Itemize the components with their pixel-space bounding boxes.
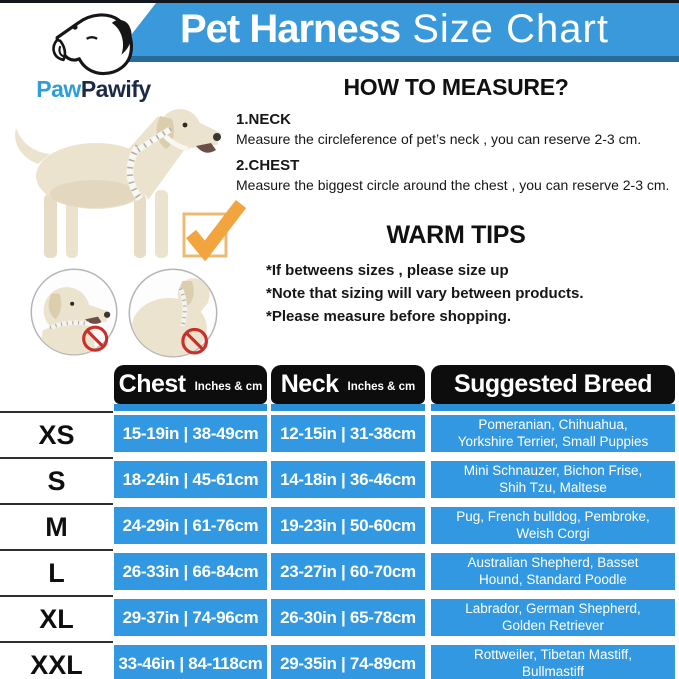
step-chest-label: 2.CHEST (236, 157, 300, 174)
breed-value: Labrador, German Shepherd, Golden Retrie… (431, 599, 675, 636)
chest-value: 26-33in | 66-84cm (114, 553, 267, 590)
table-header-chest: Chest Inches & cm (114, 365, 267, 404)
brand-name: PawPawify (16, 76, 171, 103)
table-row-l: L 26-33in | 66-84cm 23-27in | 60-70cm Au… (0, 549, 679, 595)
table-header-breed: Suggested Breed (431, 365, 675, 404)
tip-item-3: *Please measure before shopping. (266, 308, 512, 325)
top-border (0, 0, 679, 3)
size-label: XXL (0, 641, 113, 679)
chest-value: 29-37in | 74-96cm (114, 599, 267, 636)
neck-value: 12-15in | 31-38cm (271, 415, 425, 452)
chest-value: 33-46in | 84-118cm (114, 645, 267, 679)
table-row-xs: XS 15-19in | 38-49cm 12-15in | 31-38cm P… (0, 411, 679, 457)
chest-header-label: Chest (118, 370, 186, 398)
size-label: XS (0, 411, 113, 457)
chest-value: 24-29in | 61-76cm (114, 507, 267, 544)
step-neck-label: 1.NECK (236, 111, 292, 128)
table-header-neck: Neck Inches & cm (271, 365, 425, 404)
size-label: L (0, 549, 113, 595)
tip-item-1: *If betweens sizes , please size up (266, 262, 509, 279)
size-label: XL (0, 595, 113, 641)
brand-logo: PawPawify (16, 4, 171, 103)
breed-value: Pomeranian, Chihuahua, Yorkshire Terrier… (431, 415, 675, 452)
how-to-measure-title: HOW TO MEASURE? (343, 74, 569, 100)
neck-value: 29-35in | 74-89cm (271, 645, 425, 679)
chest-header-underline (114, 404, 267, 411)
no-symbol-icon (82, 325, 109, 352)
neck-value: 23-27in | 60-70cm (271, 553, 425, 590)
header-banner: Pet Harness Size Chart (110, 3, 679, 62)
page-title-light: Size Chart (412, 7, 609, 51)
wrong-chest-measure-inset (128, 268, 218, 358)
wrong-neck-measure-inset (30, 268, 118, 356)
brand-name-pawify: Pawify (80, 76, 151, 102)
step-neck-text: Measure the circleference of pet’s neck … (236, 131, 642, 147)
logo-dog-head-icon (51, 13, 133, 76)
chest-value: 18-24in | 45-61cm (114, 461, 267, 498)
step-chest-text: Measure the biggest circle around the ch… (236, 177, 670, 193)
size-table: Chest Inches & cm Neck Inches & cm Sugge… (0, 365, 679, 679)
brand-name-paw: Paw (36, 76, 81, 102)
table-row-m: M 24-29in | 61-76cm 19-23in | 50-60cm Pu… (0, 503, 679, 549)
size-label: S (0, 457, 113, 503)
correct-checkmark-icon (182, 200, 247, 261)
breed-header-underline (431, 404, 675, 411)
table-row-xl: XL 29-37in | 74-96cm 26-30in | 65-78cm L… (0, 595, 679, 641)
neck-value: 19-23in | 50-60cm (271, 507, 425, 544)
chest-value: 15-19in | 38-49cm (114, 415, 267, 452)
dog-measuring-illustration (15, 109, 221, 258)
neck-header-underline (271, 404, 425, 411)
instructions-panel: HOW TO MEASURE? 1.NECK Measure the circl… (236, 70, 676, 331)
table-row-xxl: XXL 33-46in | 84-118cm 29-35in | 74-89cm… (0, 641, 679, 679)
warm-tips-title: WARM TIPS (386, 221, 526, 249)
breed-value: Australian Shepherd, Basset Hound, Stand… (431, 553, 675, 590)
table-row-s: S 18-24in | 45-61cm 14-18in | 36-46cm Mi… (0, 457, 679, 503)
neck-value: 14-18in | 36-46cm (271, 461, 425, 498)
breed-value: Rottweiler, Tibetan Mastiff, Bullmastiff (431, 645, 675, 679)
page-title-bold: Pet Harness (180, 7, 401, 51)
neck-header-sub: Inches & cm (347, 380, 416, 393)
tip-item-2: *Note that sizing will vary between prod… (266, 285, 584, 302)
breed-value: Pug, French bulldog, Pembroke, Weish Cor… (431, 507, 675, 544)
no-symbol-icon (181, 327, 208, 355)
chest-header-sub: Inches & cm (194, 380, 263, 393)
neck-value: 26-30in | 65-78cm (271, 599, 425, 636)
table-body: XS 15-19in | 38-49cm 12-15in | 31-38cm P… (0, 411, 679, 679)
breed-value: Mini Schnauzer, Bichon Frise, Shih Tzu, … (431, 461, 675, 498)
breed-header-label: Suggested Breed (453, 370, 653, 398)
page-title: Pet Harness Size Chart (110, 3, 679, 56)
size-label: M (0, 503, 113, 549)
neck-header-label: Neck (280, 370, 339, 398)
